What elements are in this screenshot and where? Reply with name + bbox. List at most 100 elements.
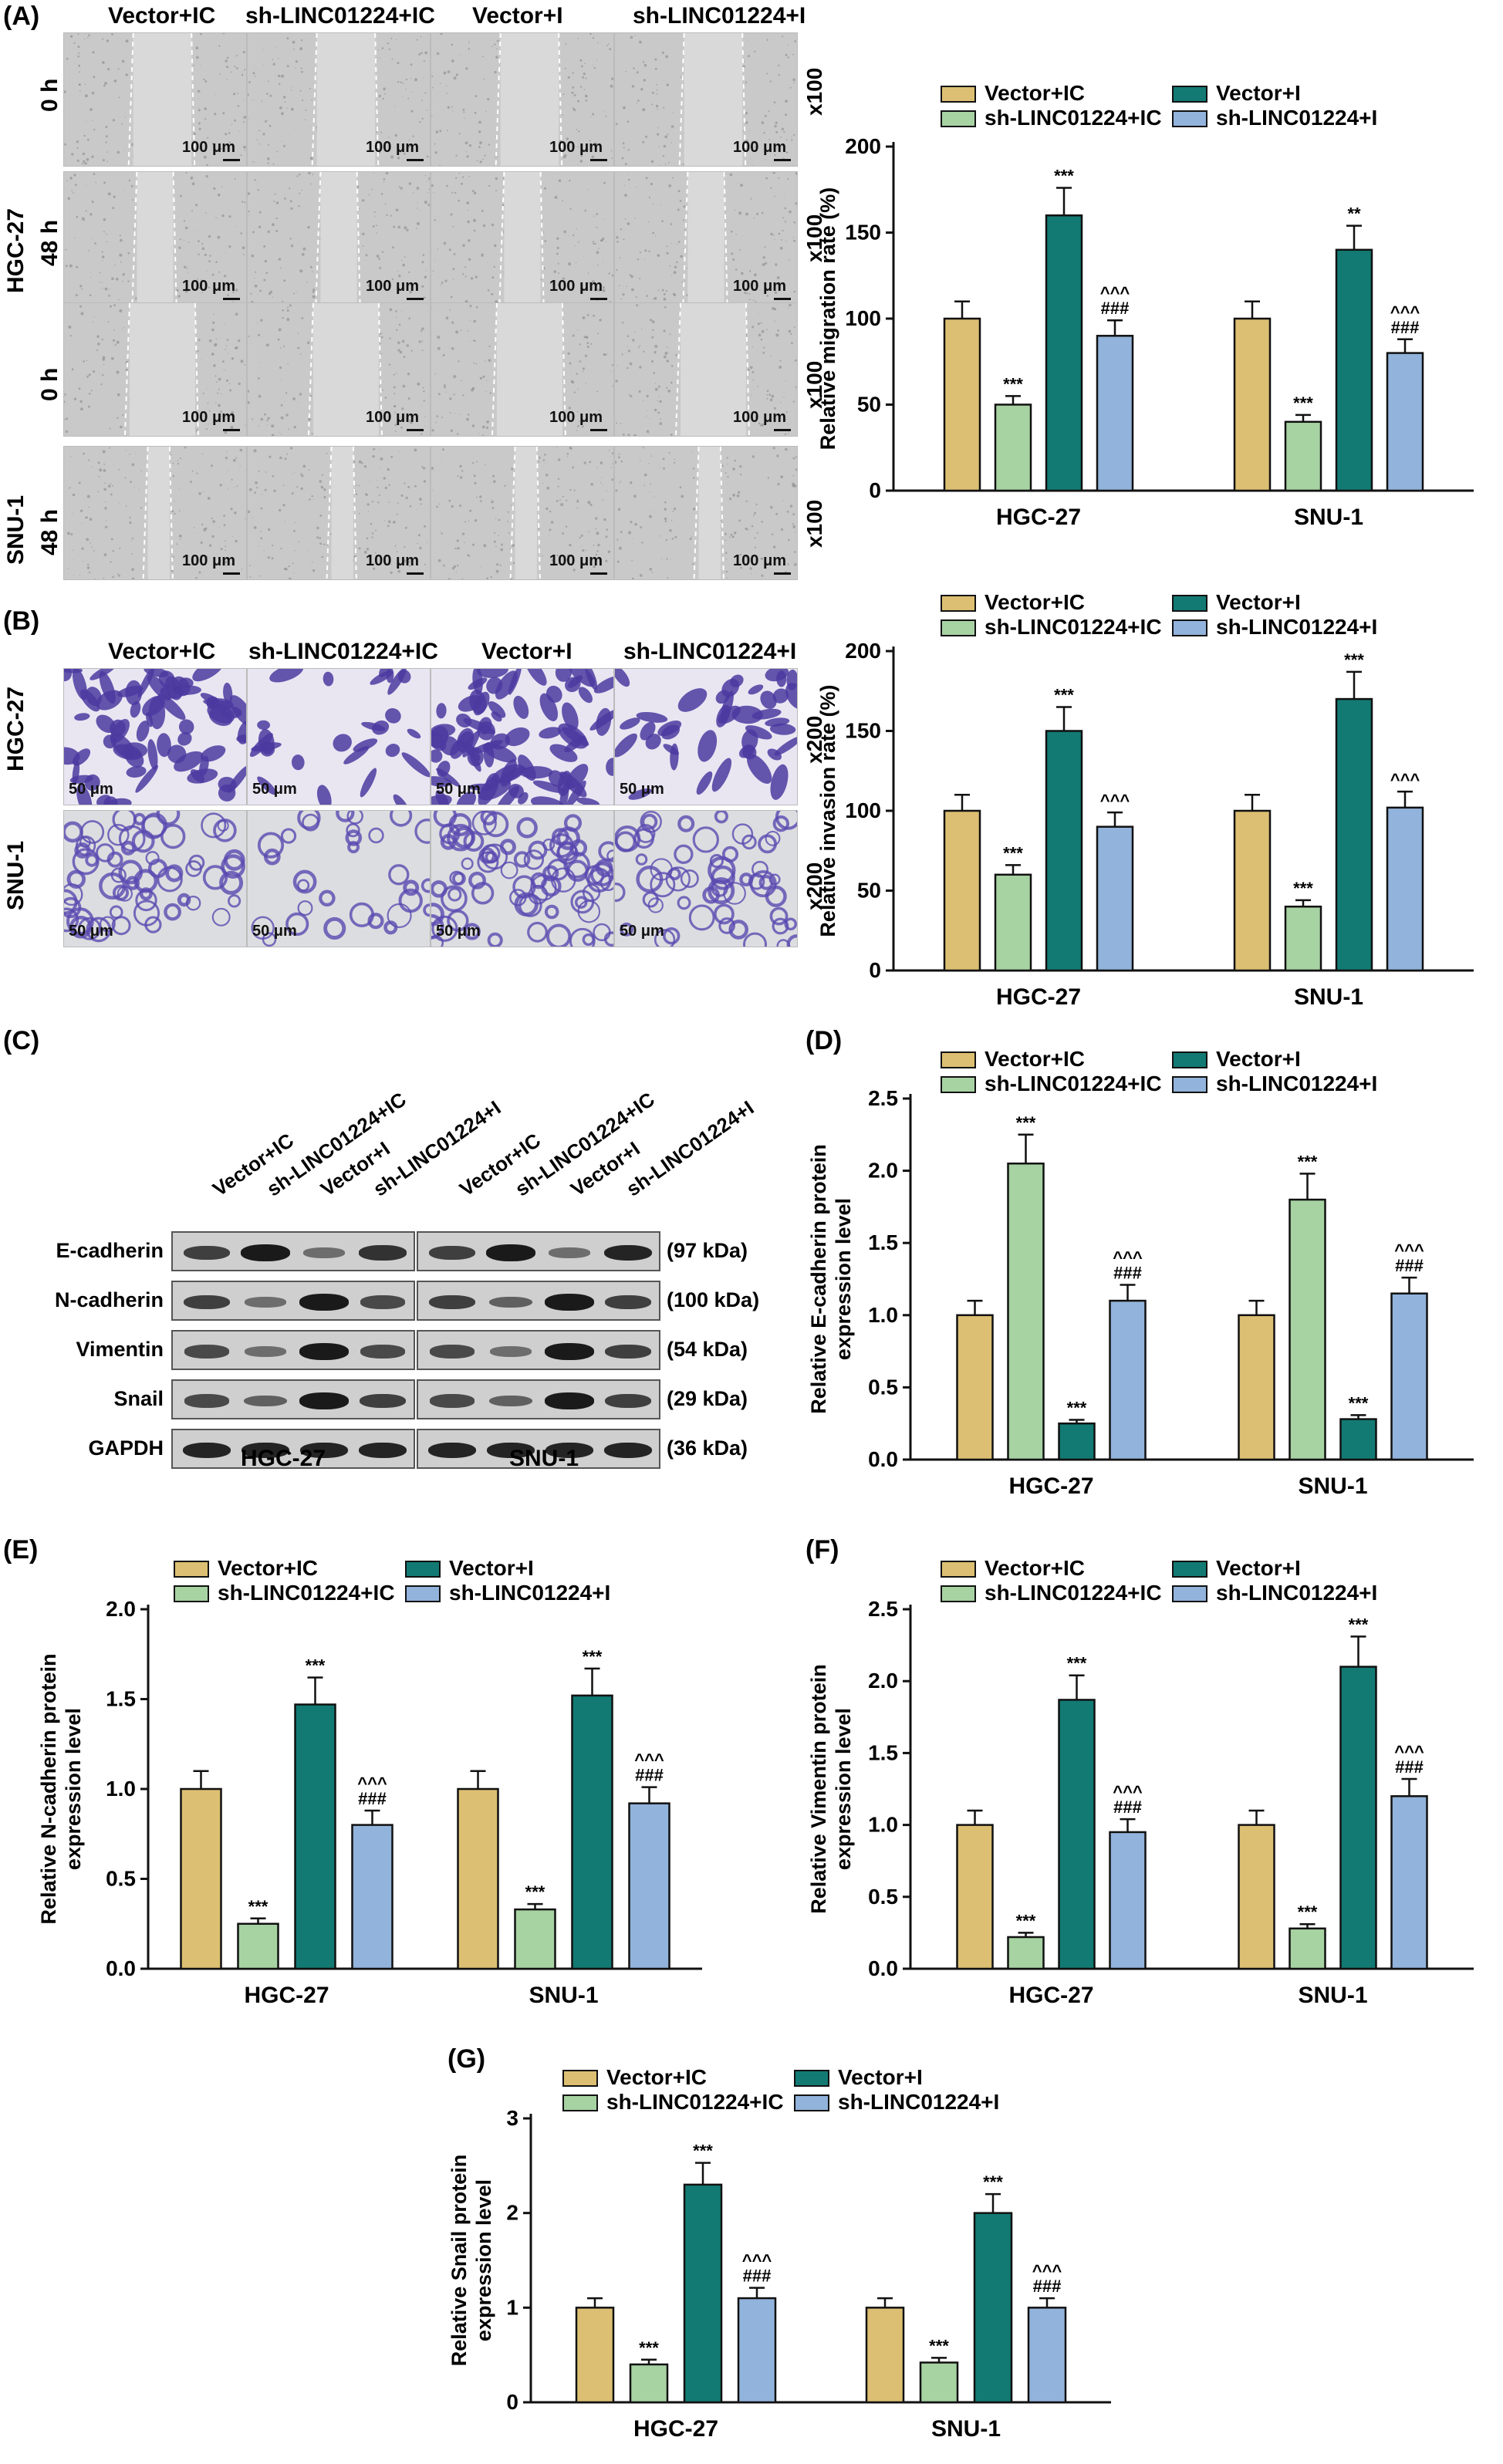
y-axis-label: expression level: [832, 1198, 855, 1360]
wound-col-header-2: sh-LINC01224+IC: [245, 3, 435, 29]
y-tick-label: 2.5: [868, 1597, 898, 1621]
scale-label: 100 μm: [366, 409, 419, 426]
blot-band: [427, 1442, 477, 1459]
significance-label: ***: [1298, 1152, 1318, 1171]
legend-swatch: [1172, 86, 1207, 103]
scale-bar: [407, 572, 424, 575]
blot-kda-label: (36 kDa): [667, 1436, 748, 1460]
legend-swatch: [1172, 110, 1207, 127]
y-tick-label: 200: [845, 134, 881, 158]
blot-kda-label: (97 kDa): [667, 1239, 748, 1262]
blot-band: [429, 1345, 475, 1359]
wound-image: 100 μm: [431, 171, 614, 305]
significance-label: ***: [1298, 1902, 1318, 1922]
y-tick-label: 1.0: [106, 1777, 136, 1801]
legend-label: sh-LINC01224+IC: [985, 1581, 1162, 1605]
blot-band: [429, 1394, 475, 1408]
x-tick-label: SNU-1: [1294, 505, 1363, 530]
scale-label: 100 μm: [733, 552, 786, 569]
blot-band: [605, 1344, 651, 1359]
significance-label: ^^^: [1100, 791, 1130, 810]
bar: [180, 1787, 222, 1970]
x-tick-label: HGC-27: [1008, 1983, 1093, 2008]
blot-band: [184, 1394, 230, 1408]
wound-time-0h-hgc27: 0 h: [37, 78, 62, 112]
wound-col-header-3: Vector+I: [472, 3, 563, 29]
significance-label: ###: [1033, 2277, 1062, 2296]
chart-invasion: Vector+IC Vector+I sh-LINC01224+IC sh-LINC0…: [816, 590, 1474, 1010]
significance-label: ^^^: [1032, 2261, 1062, 2280]
blot-band: [489, 1346, 532, 1357]
scale-bar: [774, 429, 791, 431]
blot-strip: [171, 1429, 415, 1469]
y-axis-label: expression level: [832, 1708, 855, 1870]
legend-swatch: [941, 1561, 976, 1578]
blot-band: [241, 1244, 290, 1261]
bar: [457, 1787, 499, 1970]
scale-label: 100 μm: [366, 552, 419, 569]
legend-swatch: [794, 2070, 829, 2087]
significance-label: ***: [1054, 685, 1074, 704]
legend-label: sh-LINC01224+I: [1216, 1581, 1377, 1605]
y-tick-label: 150: [845, 719, 881, 743]
y-tick-label: 0.5: [868, 1375, 898, 1399]
y-tick-label: 100: [845, 306, 881, 330]
blot-band: [184, 1245, 230, 1261]
bar: [1386, 806, 1424, 972]
y-tick-label: 0.0: [868, 1956, 898, 1980]
scale-label: 100 μm: [182, 409, 235, 426]
scale-bar: [590, 159, 607, 161]
bar: [1289, 1927, 1326, 1970]
significance-label: ***: [1293, 393, 1313, 413]
blot-band: [486, 1244, 535, 1261]
significance-label: ***: [1003, 843, 1023, 862]
wound-image: 100 μm: [247, 171, 431, 305]
significance-label: ***: [639, 2338, 659, 2358]
y-axis-label: Relative N-cadherin protein: [37, 1653, 60, 1924]
blot-strip: [417, 1379, 660, 1419]
significance-label: ^^^: [1390, 770, 1420, 789]
legend-swatch: [941, 595, 976, 612]
bar: [994, 403, 1032, 492]
significance-label: ###: [1113, 1263, 1142, 1282]
bar: [943, 809, 981, 972]
blot-band: [184, 1345, 230, 1359]
legend-label: sh-LINC01224+I: [1216, 1072, 1377, 1095]
transwell-image: 50 μm: [431, 810, 614, 947]
y-tick-label: 50: [857, 879, 881, 903]
legend-label: Vector+I: [449, 1556, 534, 1580]
legend-label: sh-LINC01224+IC: [218, 1581, 395, 1605]
x-tick-label: SNU-1: [1298, 1473, 1367, 1499]
y-tick-label: 0: [869, 478, 881, 502]
legend-label: Vector+I: [838, 2065, 923, 2089]
blot-band: [302, 1247, 346, 1258]
y-axis-label: Relative Vimentin protein: [807, 1664, 830, 1914]
blot-band: [358, 1442, 407, 1459]
y-tick-label: 2.5: [868, 1086, 898, 1110]
significance-label: ***: [1016, 1911, 1036, 1930]
y-tick-label: 0.5: [868, 1885, 898, 1909]
blot-kda-label: (54 kDa): [667, 1338, 748, 1361]
y-axis-label: Relative invasion rate (%): [816, 684, 839, 937]
significance-label: ***: [693, 2142, 713, 2161]
blot-kda-label: (29 kDa): [667, 1387, 748, 1410]
legend-swatch: [1172, 595, 1207, 612]
x-tick-label: HGC-27: [633, 2416, 718, 2442]
legend-label: Vector+I: [1216, 81, 1301, 105]
blot-band: [299, 1442, 349, 1459]
bar: [1096, 825, 1134, 972]
scale-bar: [223, 572, 240, 575]
scale-label: 50 μm: [436, 923, 481, 940]
bar: [956, 1824, 994, 1970]
bar: [1335, 697, 1373, 972]
scale-label: 50 μm: [436, 781, 481, 798]
y-tick-label: 0: [869, 958, 881, 982]
wound-image: 100 μm: [614, 302, 798, 437]
wound-time-48h-snu1: 48 h: [37, 508, 62, 555]
scale-label: 100 μm: [733, 139, 786, 156]
significance-label: ^^^: [1113, 1782, 1143, 1801]
transwell-image: 50 μm: [431, 668, 614, 805]
significance-label: ***: [1344, 650, 1364, 670]
legend-label: Vector+IC: [606, 2065, 707, 2089]
legend-label: sh-LINC01224+I: [838, 2090, 999, 2114]
